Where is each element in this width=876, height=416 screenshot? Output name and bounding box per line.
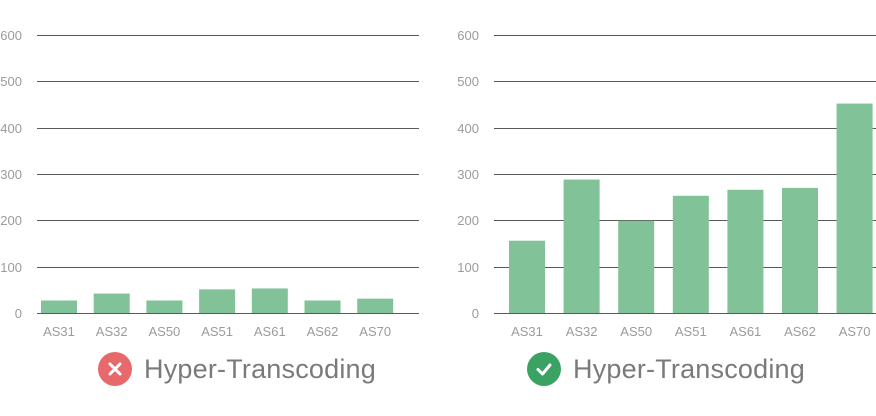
y-tick-label: 0: [472, 306, 479, 321]
bar-as31: [41, 300, 77, 313]
bar-as51: [672, 195, 709, 313]
x-tick-label: AS32: [96, 324, 128, 339]
close-icon: [108, 362, 122, 376]
chart-left: 0 100 200 300 400 500 600 AS31 AS32 AS50 AS51 AS61 A…: [0, 28, 419, 339]
bar-as32: [563, 179, 600, 313]
caption-right-label: Hyper-Transcoding: [573, 353, 805, 384]
x-tick-label: AS61: [254, 324, 286, 339]
caption-left-label: Hyper-Transcoding: [144, 353, 376, 384]
x-tick-label: AS50: [148, 324, 180, 339]
bar-as51: [199, 289, 236, 313]
caption-right: Hyper-Transcoding: [527, 350, 805, 388]
y-tick-label: 100: [457, 260, 479, 275]
x-tick-label: AS31: [43, 324, 75, 339]
bar-as62: [304, 300, 341, 313]
y-tick-label: 300: [457, 167, 479, 182]
x-tick-label: AS70: [359, 324, 391, 339]
y-tick-label: 400: [457, 121, 479, 136]
x-tick-label: AS62: [784, 324, 816, 339]
x-tick-label: AS32: [566, 324, 598, 339]
x-tick-label: AS51: [675, 324, 707, 339]
caption-left: Hyper-Transcoding: [98, 350, 376, 388]
y-tick-label: 300: [0, 167, 22, 182]
x-tick-label: AS70: [839, 324, 871, 339]
pass-badge: [527, 352, 561, 386]
y-tick-label: 600: [457, 28, 479, 43]
y-tick-label: 100: [0, 260, 22, 275]
y-tick-label: 500: [457, 74, 479, 89]
bar-as50: [146, 300, 183, 313]
bar-as31: [509, 240, 545, 313]
x-tick-label: AS50: [620, 324, 652, 339]
chart-right: 0 100 200 300 400 500 600 AS31 AS32 AS50 AS51 AS61 A…: [457, 28, 876, 339]
bar-as62: [782, 187, 818, 313]
bar-as32: [93, 293, 130, 313]
x-tick-label: AS31: [511, 324, 543, 339]
fail-badge: [98, 352, 132, 386]
y-tick-label: 200: [457, 213, 479, 228]
y-tick-label: 600: [0, 28, 22, 43]
bar-as70: [836, 103, 873, 313]
y-tick-label: 500: [0, 74, 22, 89]
y-tick-label: 200: [0, 213, 22, 228]
bar-as70: [357, 298, 394, 313]
check-icon: [536, 363, 552, 376]
bar-as61: [251, 288, 288, 313]
x-tick-label: AS51: [201, 324, 233, 339]
bar-as50: [618, 220, 655, 313]
y-tick-label: 0: [15, 306, 22, 321]
y-tick-label: 400: [0, 121, 22, 136]
x-tick-label: AS62: [307, 324, 339, 339]
bar-as61: [727, 189, 764, 313]
x-tick-label: AS61: [729, 324, 761, 339]
